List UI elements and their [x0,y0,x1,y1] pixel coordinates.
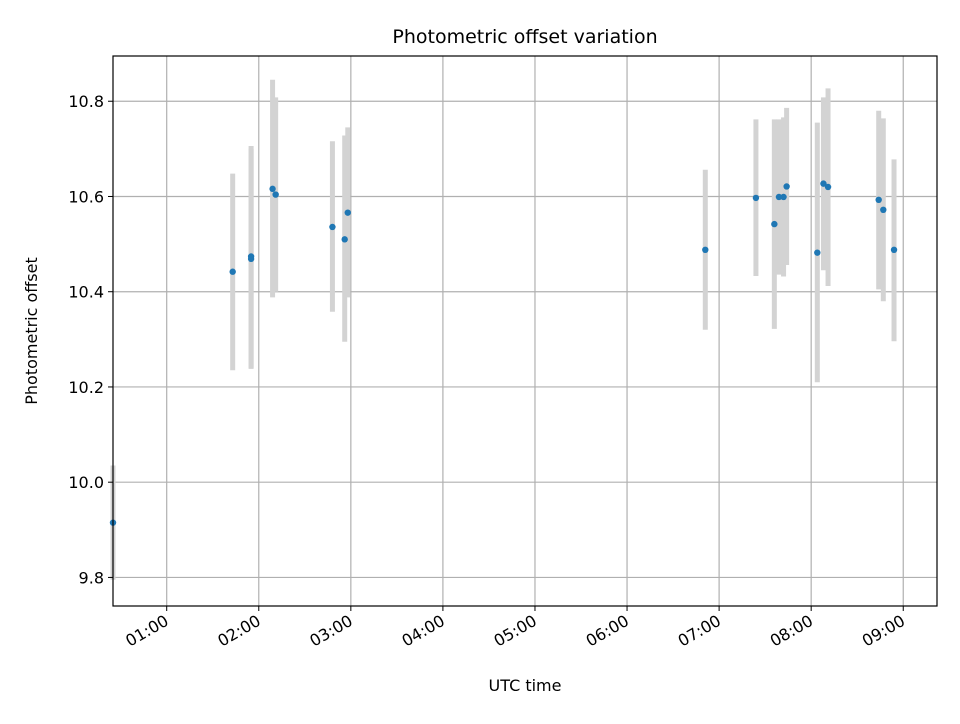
data-point [783,183,790,190]
data-point [890,246,898,254]
y-tick-label: 9.8 [79,568,104,587]
data-point [820,180,827,187]
data-point [247,255,255,263]
data-point [780,193,787,201]
grid [113,56,937,606]
data-point [229,268,236,275]
data-point [824,183,832,191]
y-tick-label: 10.0 [68,473,104,492]
data-point [752,194,760,202]
y-axis-label: Photometric offset [22,257,41,405]
data-point [775,193,783,201]
data-point [875,196,882,204]
y-tick-label: 10.2 [68,378,104,397]
data-point [329,223,336,231]
y-axis: 9.8 10.0 10.2 10.4 10.6 10.8 [68,92,113,587]
chart-title: Photometric offset variation [392,26,657,48]
data-point [344,209,351,216]
data-point [269,185,276,193]
data-point [702,246,709,254]
data-point [771,220,778,228]
data-point [814,249,821,256]
data-point [880,206,887,214]
data-point [341,236,348,243]
data-point [272,191,279,198]
plot-frame [112,55,938,607]
y-tick-label: 10.8 [68,92,104,111]
x-axis-label: UTC time [489,676,562,695]
data-points [109,180,898,526]
y-tick-label: 10.6 [68,187,104,206]
y-tick-label: 10.4 [68,283,104,302]
